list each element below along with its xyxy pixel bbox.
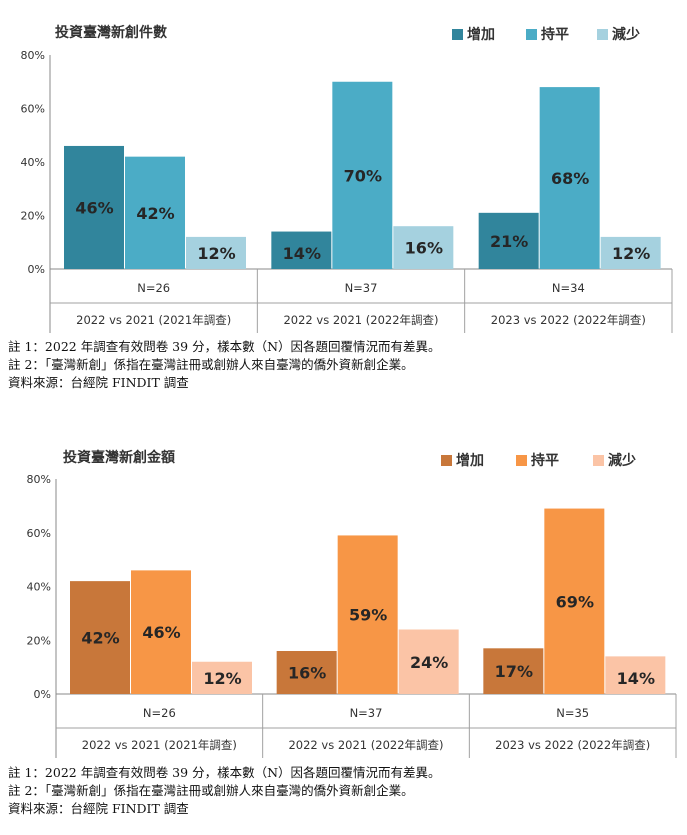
data-label: 16% <box>288 664 326 683</box>
bar <box>125 156 185 269</box>
data-label: 12% <box>203 669 241 688</box>
y-tick-label: 80% <box>27 473 51 486</box>
legend-swatch <box>597 29 608 40</box>
bar <box>600 236 661 269</box>
bar <box>271 231 332 269</box>
category-label: 2022 vs 2021 (2021年調查) <box>82 738 237 752</box>
sample-size-label: N=26 <box>137 281 170 295</box>
data-label: 59% <box>349 606 387 625</box>
category-label: 2022 vs 2021 (2022年調查) <box>283 313 438 327</box>
bar <box>393 226 454 269</box>
sample-size-label: N=34 <box>552 281 585 295</box>
data-label: 68% <box>551 169 589 188</box>
data-label: 46% <box>142 623 180 642</box>
legend-swatch <box>516 455 527 466</box>
data-label: 42% <box>136 204 174 223</box>
legend-swatch <box>441 455 452 466</box>
bar <box>131 570 191 694</box>
chart-notes: 註 1：2022 年調查有效問卷 39 分，樣本數（N）因各題回覆情況而有差異。… <box>8 338 441 392</box>
bar <box>544 508 605 694</box>
legend-label: 持平 <box>531 452 559 469</box>
data-source: 資料來源：台經院 FINDIT 調查 <box>8 801 189 816</box>
sample-size-label: N=26 <box>143 706 176 720</box>
bar <box>332 81 393 269</box>
data-label: 42% <box>81 629 119 648</box>
y-tick-label: 80% <box>21 49 45 62</box>
y-tick-label: 0% <box>34 688 51 701</box>
legend-swatch <box>526 29 537 40</box>
bar <box>337 535 398 694</box>
y-tick-label: 20% <box>21 210 45 223</box>
bar <box>70 581 130 694</box>
sample-size-label: N=35 <box>556 706 589 720</box>
legend-swatch <box>593 455 604 466</box>
legend-label: 增加 <box>467 26 495 43</box>
y-tick-label: 60% <box>21 103 45 116</box>
chart-investment-count: 投資臺灣新創件數 增加 持平 減少 0% 20% 40% 60% 80% 46% 42% 12% N=2… <box>21 24 673 333</box>
bar <box>483 648 544 694</box>
chart-title: 投資臺灣新創金額 <box>63 449 175 466</box>
y-tick-label: 40% <box>21 156 45 169</box>
legend-label: 減少 <box>608 452 636 469</box>
bar <box>64 145 124 269</box>
bar <box>186 236 246 269</box>
bar <box>276 651 337 694</box>
data-label: 16% <box>405 239 443 258</box>
sample-size-label: N=37 <box>345 281 378 295</box>
y-tick-label: 60% <box>27 527 51 540</box>
note-2: 註 2：「臺灣新創」係指在臺灣註冊或創辦人來自臺灣的僑外資新創企業。 <box>8 783 414 798</box>
y-tick-label: 40% <box>27 581 51 594</box>
legend-label: 增加 <box>456 452 484 469</box>
category-label: 2023 vs 2022 (2022年調查) <box>491 313 646 327</box>
bar <box>539 87 600 269</box>
data-label: 17% <box>495 662 533 681</box>
data-label: 21% <box>490 232 528 251</box>
sample-size-label: N=37 <box>350 706 383 720</box>
chart-investment-amount: 投資臺灣新創金額 增加 持平 減少 0% 20% 40% 60% 80% 42% 46% 12% N=2… <box>27 449 677 758</box>
category-label: 2023 vs 2022 (2022年調查) <box>495 738 650 752</box>
data-label: 14% <box>283 244 321 263</box>
chart-title: 投資臺灣新創件數 <box>55 24 167 41</box>
data-label: 46% <box>75 198 113 217</box>
data-label: 14% <box>617 669 655 688</box>
bar <box>192 661 252 694</box>
data-label: 24% <box>410 653 448 672</box>
legend-label: 減少 <box>612 26 640 43</box>
bar <box>398 629 459 694</box>
y-tick-label: 20% <box>27 634 51 647</box>
data-label: 69% <box>556 592 594 611</box>
bar <box>478 212 539 269</box>
category-label: 2022 vs 2021 (2022年調查) <box>288 738 443 752</box>
note-1: 註 1：2022 年調查有效問卷 39 分，樣本數（N）因各題回覆情況而有差異。 <box>8 339 441 354</box>
legend-label: 持平 <box>541 26 569 43</box>
chart-notes: 註 1：2022 年調查有效問卷 39 分，樣本數（N）因各題回覆情況而有差異。… <box>8 764 441 818</box>
data-label: 70% <box>344 166 382 185</box>
data-label: 12% <box>612 244 650 263</box>
y-tick-label: 0% <box>28 263 45 276</box>
data-source: 資料來源：台經院 FINDIT 調查 <box>8 375 189 390</box>
note-2: 註 2：「臺灣新創」係指在臺灣註冊或創辦人來自臺灣的僑外資新創企業。 <box>8 357 414 372</box>
category-label: 2022 vs 2021 (2021年調查) <box>76 313 231 327</box>
bar <box>605 656 666 694</box>
note-1: 註 1：2022 年調查有效問卷 39 分，樣本數（N）因各題回覆情況而有差異。 <box>8 765 441 780</box>
data-label: 12% <box>197 244 235 263</box>
legend-swatch <box>452 29 463 40</box>
